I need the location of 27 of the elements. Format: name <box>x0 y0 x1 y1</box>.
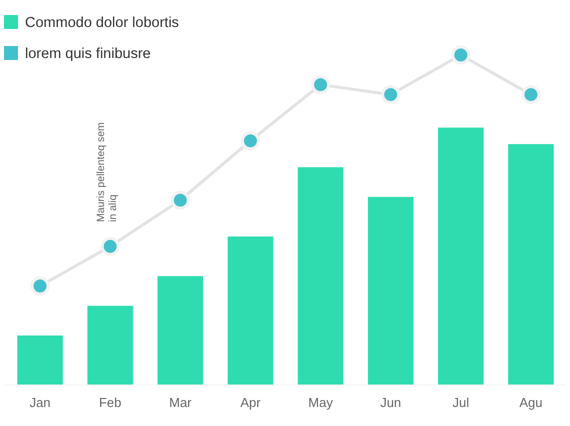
point <box>170 190 190 210</box>
x-tick-label: Jun <box>380 395 402 410</box>
point <box>100 236 120 256</box>
bar <box>158 276 204 385</box>
point <box>240 131 260 150</box>
bar <box>17 336 63 385</box>
legend-label: Commodo dolor lobortis <box>25 15 179 31</box>
x-tick-label: Jul <box>452 395 470 410</box>
bar <box>298 167 344 385</box>
x-tick-label: Jan <box>30 395 51 410</box>
x-tick-label: May <box>308 395 334 410</box>
point <box>451 46 470 64</box>
point <box>30 276 50 296</box>
point <box>381 85 400 104</box>
point <box>311 75 330 94</box>
bar <box>508 144 554 385</box>
annotation: Mauris pellenteq sem in aliq <box>95 122 119 222</box>
x-tick-label: Mar <box>169 395 192 410</box>
x-tick-label: Agu <box>519 395 543 410</box>
x-tick-label: Apr <box>240 395 262 410</box>
point <box>521 85 540 104</box>
x-tick-label: Feb <box>98 395 122 410</box>
bar <box>87 306 133 385</box>
bar <box>228 236 274 385</box>
bar <box>368 196 414 385</box>
legend-label: lorem quis finibusre <box>25 46 151 62</box>
bar <box>438 128 484 385</box>
